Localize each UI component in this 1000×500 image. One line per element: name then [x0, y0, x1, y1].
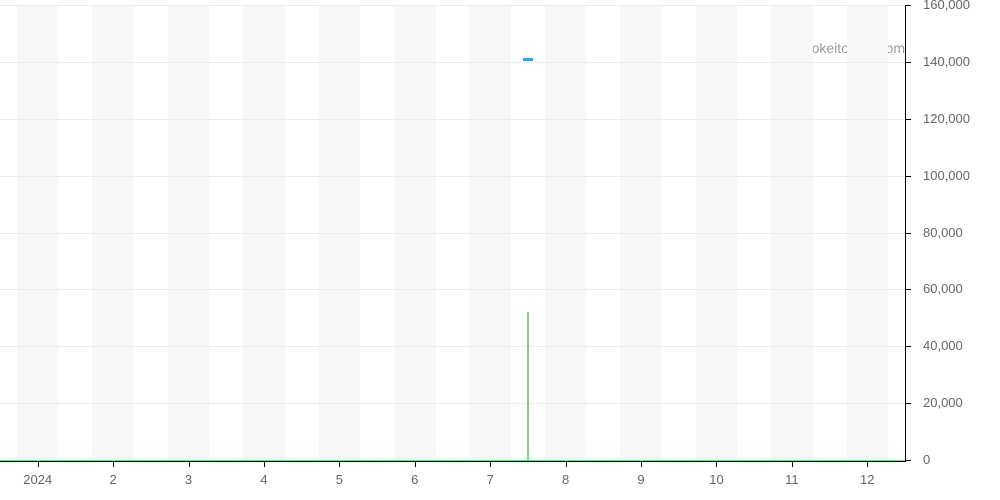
gridline-horizontal [0, 119, 905, 120]
x-axis-label: 9 [637, 472, 644, 487]
y-axis-label: 0 [923, 452, 930, 467]
x-tick-mark [339, 461, 340, 467]
y-axis-label: 20,000 [923, 395, 963, 410]
gridline-horizontal [0, 403, 905, 404]
x-tick-mark [867, 461, 868, 467]
x-tick-mark [641, 461, 642, 467]
data-marker [523, 58, 533, 61]
x-axis-label: 10 [709, 472, 723, 487]
y-axis-label: 80,000 [923, 225, 963, 240]
x-tick-mark [716, 461, 717, 467]
gridline-horizontal [0, 289, 905, 290]
y-axis-label: 120,000 [923, 111, 970, 126]
y-axis-line [905, 5, 906, 462]
x-axis-label: 2024 [23, 472, 52, 487]
y-axis-label: 140,000 [923, 54, 970, 69]
y-axis-label: 100,000 [923, 168, 970, 183]
y-axis-label: 60,000 [923, 281, 963, 296]
gridline-horizontal [0, 5, 905, 6]
x-tick-mark [38, 461, 39, 467]
x-tick-mark [189, 461, 190, 467]
x-axis-label: 4 [260, 472, 267, 487]
chart-container: udedokeitoushi.com 020,00040,00060,00080… [0, 0, 1000, 500]
y-axis-label: 40,000 [923, 338, 963, 353]
data-bar [527, 312, 529, 460]
x-axis-label: 8 [562, 472, 569, 487]
x-axis-line [0, 461, 905, 462]
x-axis-label: 7 [487, 472, 494, 487]
x-tick-mark [113, 461, 114, 467]
x-axis-label: 3 [185, 472, 192, 487]
x-axis-label: 2 [110, 472, 117, 487]
x-axis-label: 6 [411, 472, 418, 487]
x-tick-mark [792, 461, 793, 467]
gridline-horizontal [0, 233, 905, 234]
x-tick-mark [490, 461, 491, 467]
x-axis-label: 12 [860, 472, 874, 487]
x-tick-mark [415, 461, 416, 467]
x-axis-label: 5 [336, 472, 343, 487]
x-tick-mark [264, 461, 265, 467]
gridline-horizontal [0, 62, 905, 63]
x-axis-label: 11 [785, 472, 799, 487]
gridline-horizontal [0, 176, 905, 177]
x-tick-mark [566, 461, 567, 467]
y-axis-label: 160,000 [923, 0, 970, 12]
gridline-horizontal [0, 346, 905, 347]
